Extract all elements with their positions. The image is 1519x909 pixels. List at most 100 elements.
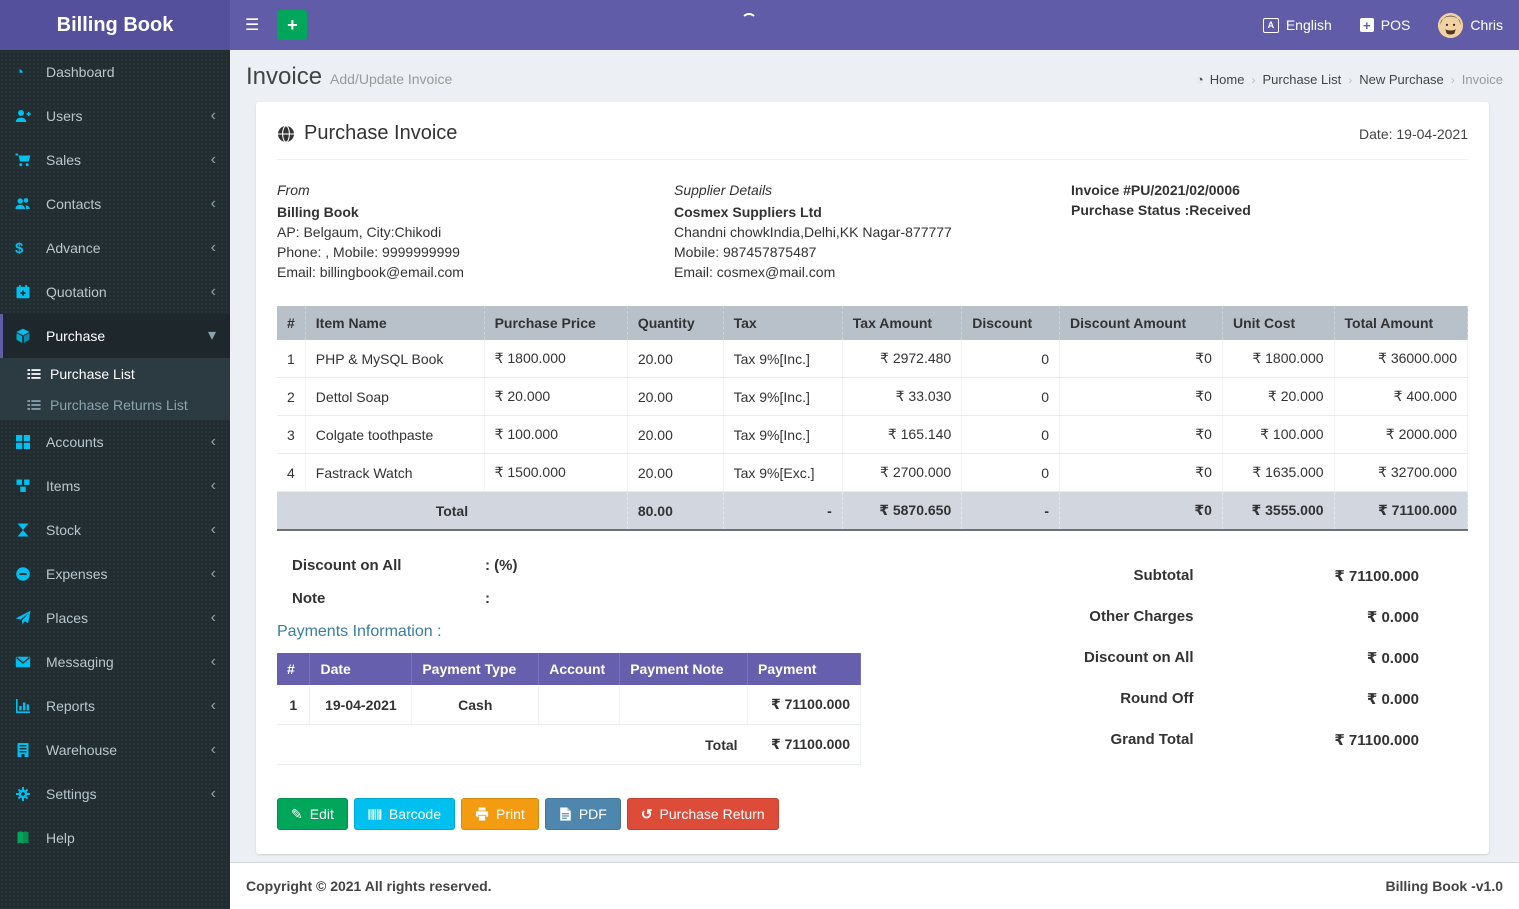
sidebar-item-settings[interactable]: Settings ‹ — [0, 772, 230, 816]
pay-cell-payment: ₹ 71100.000 — [747, 685, 861, 725]
cell-quantity: 20.00 — [627, 415, 724, 454]
sidebar-item-items[interactable]: Items ‹ — [0, 464, 230, 508]
payments-total-value: ₹ 71100.000 — [747, 724, 861, 765]
cell-total-amount: ₹ 36000.000 — [1334, 340, 1469, 378]
purchase-return-label: Purchase Return — [659, 806, 765, 822]
table-row: 2 Dettol Soap ₹ 20.000 20.00 Tax 9%[Inc.… — [277, 377, 1469, 416]
purchase-return-button[interactable]: ↺ Purchase Return — [626, 798, 779, 830]
cell-item-name: PHP & MySQL Book — [305, 340, 485, 378]
cell-unit-cost: ₹ 1635.000 — [1222, 453, 1335, 492]
cube-icon — [15, 328, 40, 344]
sidebar-item-label: Contacts — [46, 196, 102, 212]
sidebar-item-places[interactable]: Places ‹ — [0, 596, 230, 640]
gears-icon — [15, 786, 40, 802]
cell-quantity: 20.00 — [627, 453, 724, 492]
quick-add-button[interactable]: + — [277, 10, 308, 40]
col-purchase-price: Purchase Price — [484, 306, 628, 340]
chevron-left-icon: ‹ — [210, 151, 216, 168]
summary-value: ₹ 0.000 — [1366, 609, 1419, 626]
cell-unit-cost: ₹ 1800.000 — [1222, 340, 1335, 378]
sidebar-item-users[interactable]: Users ‹ — [0, 94, 230, 138]
sidebar-item-warehouse[interactable]: Warehouse ‹ — [0, 728, 230, 772]
chevron-left-icon: ‹ — [210, 565, 216, 582]
pay-cell-account — [538, 685, 621, 725]
sidebar-item-label: Stock — [46, 522, 82, 538]
submenu-item-label: Purchase List — [50, 365, 135, 382]
sidebar-item-purchase[interactable]: Purchase ▾ — [0, 314, 230, 358]
pos-label: POS — [1380, 17, 1411, 33]
cell-quantity: 20.00 — [627, 340, 724, 378]
print-button[interactable]: Print — [461, 798, 539, 830]
hamburger-icon: ☰ — [245, 17, 260, 34]
language-menu[interactable]: A English — [1262, 17, 1332, 33]
pay-col-note: Payment Note — [619, 653, 749, 685]
sidebar-item-messaging[interactable]: Messaging ‹ — [0, 640, 230, 684]
breadcrumb-separator: › — [1251, 72, 1256, 87]
sidebar-item-dashboard[interactable]: ◔ Dashboard — [0, 50, 230, 94]
section-title: Purchase Invoice — [304, 122, 458, 144]
sidebar-item-label: Places — [46, 610, 89, 626]
chevron-left-icon: ‹ — [210, 283, 216, 300]
note-value: : — [485, 590, 490, 607]
sidebar-item-purchase-returns-list[interactable]: Purchase Returns List — [0, 389, 230, 420]
language-label: English — [1285, 17, 1332, 33]
sidebar-item-accounts[interactable]: Accounts ‹ — [0, 420, 230, 464]
pdf-button[interactable]: PDF — [544, 798, 621, 830]
app-logo[interactable]: Billing Book — [0, 0, 230, 50]
breadcrumb-home[interactable]: Home — [1209, 72, 1245, 87]
sidebar-item-quotation[interactable]: Quotation ‹ — [0, 270, 230, 314]
hourglass-icon — [15, 522, 40, 538]
breadcrumb-purchase-list[interactable]: Purchase List — [1262, 72, 1342, 87]
sidebar-item-reports[interactable]: Reports ‹ — [0, 684, 230, 728]
edit-button[interactable]: ✎ Edit — [277, 798, 348, 830]
page-title: Invoice — [246, 63, 323, 90]
purchase-submenu: Purchase List Purchase Returns List — [0, 358, 230, 420]
items-table: # Item Name Purchase Price Quantity Tax … — [277, 306, 1469, 531]
col-unit-cost: Unit Cost — [1222, 306, 1335, 340]
sidebar-item-contacts[interactable]: Contacts ‹ — [0, 182, 230, 226]
summary-value: ₹ 0.000 — [1366, 691, 1419, 708]
sidebar-item-advance[interactable]: $ Advance ‹ — [0, 226, 230, 270]
sidebar-item-label: Quotation — [46, 284, 107, 300]
action-buttons: ✎ Edit Barcode Print PDF — [277, 798, 1468, 830]
cell-item-name: Fastrack Watch — [305, 453, 485, 492]
chevron-left-icon: ‹ — [210, 239, 216, 256]
pay-col-date: Date — [309, 653, 413, 685]
cart-icon — [15, 152, 40, 168]
chevron-down-icon: ▾ — [207, 327, 216, 344]
cell-discount-amount: ₹0 — [1059, 377, 1223, 416]
summary-row-subtotal: Subtotal ₹ 71100.000 — [998, 567, 1420, 585]
edit-label: Edit — [309, 806, 334, 822]
breadcrumb-separator: › — [1450, 72, 1455, 87]
summary-label: Grand Total — [1110, 731, 1194, 748]
bar-chart-icon — [15, 698, 40, 714]
pdf-file-icon — [559, 807, 572, 821]
sidebar-item-expenses[interactable]: Expenses ‹ — [0, 552, 230, 596]
pos-button[interactable]: + POS — [1359, 17, 1411, 33]
sidebar-toggle-button[interactable]: ☰ — [230, 0, 274, 50]
supplier-heading: Supplier Details — [674, 182, 773, 198]
payment-row: 1 19-04-2021 Cash ₹ 71100.000 — [277, 685, 861, 725]
sidebar-item-stock[interactable]: Stock ‹ — [0, 508, 230, 552]
table-row: 4 Fastrack Watch ₹ 1500.000 20.00 Tax 9%… — [277, 453, 1469, 492]
cell-total-amount: ₹ 32700.000 — [1334, 453, 1469, 492]
grid-icon — [15, 434, 40, 450]
plus-icon: + — [287, 14, 298, 35]
sidebar-item-sales[interactable]: Sales ‹ — [0, 138, 230, 182]
total-unit-cost: ₹ 3555.000 — [1222, 491, 1335, 531]
pay-col-num: # — [277, 653, 311, 685]
breadcrumb-new-purchase[interactable]: New Purchase — [1359, 72, 1444, 87]
total-tax-amount: ₹ 5870.650 — [842, 491, 963, 531]
cell-tax-amount: ₹ 2700.000 — [842, 453, 963, 492]
summary-value: ₹ 71100.000 — [1334, 568, 1419, 585]
breadcrumb-separator: › — [1348, 72, 1353, 87]
sidebar-item-help[interactable]: Help — [0, 816, 230, 860]
sidebar-item-purchase-list[interactable]: Purchase List — [0, 358, 230, 389]
mid-section: Discount on All : (%) Note : Payments In… — [277, 553, 1468, 772]
sidebar-item-label: Reports — [46, 698, 96, 714]
chevron-left-icon: ‹ — [210, 521, 216, 538]
user-menu[interactable]: Chris — [1438, 12, 1503, 38]
pay-cell-note — [619, 685, 749, 725]
barcode-button[interactable]: Barcode — [353, 798, 456, 830]
supplier-name: Cosmex Suppliers Ltd — [674, 204, 822, 220]
